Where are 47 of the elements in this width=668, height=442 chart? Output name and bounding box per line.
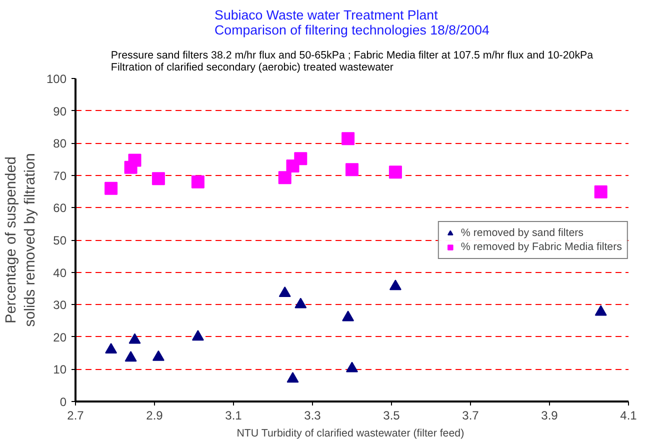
x-tick-label: 2.7 [67,408,84,422]
y-tick-label: 70 [53,168,67,183]
legend-label: % removed by Fabric Media filters [460,240,622,252]
point [346,163,358,176]
point [104,182,118,195]
chart-title: Subiaco Waste water Treatment Plant Comparison of filtering technologies 18/8/2004 [214,8,490,38]
point [278,286,291,297]
point [389,280,402,290]
x-tick-label: 3.3 [304,408,322,422]
y-axis-title: Percentage of suspended solids removed by filtration [3,153,38,327]
x-tick-label: 4.1 [620,408,638,422]
y-tick-label: 50 [53,234,67,248]
x-tick-label: 3.1 [225,408,242,422]
y-tick-label: 80 [53,136,67,151]
x-tick-label: 3.7 [462,408,480,422]
point [346,362,358,372]
point [152,350,164,361]
point [191,175,204,188]
y-tick-label: 30 [53,298,67,312]
point [124,351,137,362]
point [294,298,307,308]
y-tick-label: 90 [53,104,67,118]
point [342,132,355,146]
x-axis-title: NTU Turbidity of clarified wastewater (filter feed) [236,428,464,440]
y-tick-label: 100 [46,72,67,86]
x-tick-label: 3.9 [541,408,558,422]
point [192,330,204,341]
point [128,154,142,167]
point [278,171,292,184]
point [152,172,165,186]
point [388,166,402,179]
point [342,310,354,322]
x-tick-label: 3.5 [383,408,400,422]
legend-label: % removed by sand filters [460,226,584,238]
point [128,333,141,344]
y-tick-label: 0 [60,395,67,409]
point [594,185,608,198]
y-tick-label: 60 [53,201,67,216]
x-tick-label: 2.9 [146,408,164,422]
chart-subtitle: Pressure sand filters 38.2 m/hr flux and 50-65kPa ; Fabric Media filter at 107.5 m/hr flux and 10-20kPa Filtration of clarified secondary (aerobic) treated wastewater [110,50,594,74]
point [105,342,118,354]
point [286,372,299,383]
point [594,305,607,316]
point [294,152,308,166]
y-tick-label: 40 [53,266,67,280]
y-tick-label: 20 [53,330,67,344]
y-tick-label: 10 [53,362,67,377]
